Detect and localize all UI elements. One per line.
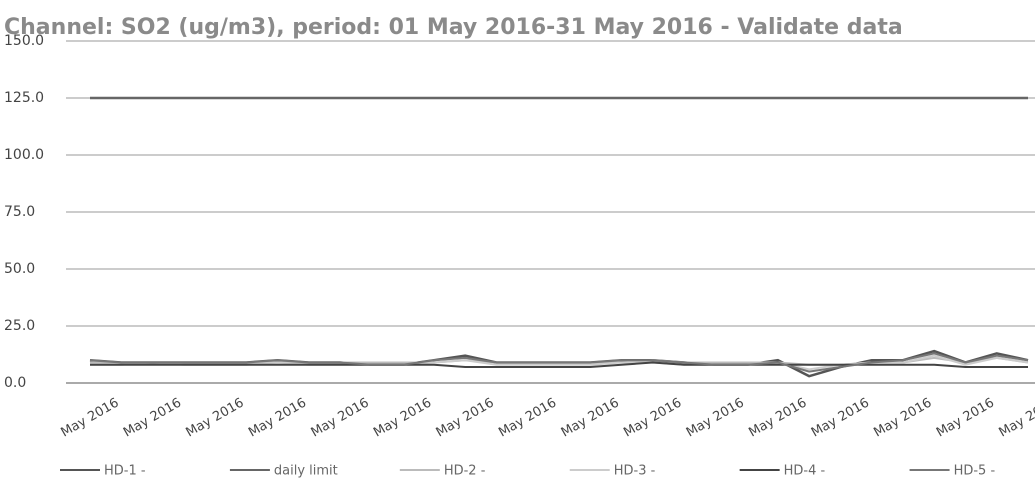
- x-tick-label: May 2016: [621, 395, 684, 440]
- legend-label: HD-4 -: [784, 464, 826, 479]
- y-tick-label: 50.0: [4, 261, 35, 277]
- x-tick-label: May 2016: [434, 395, 497, 440]
- x-tick-label: May 2016: [809, 395, 872, 440]
- x-tick-label: May 2016: [746, 395, 809, 440]
- x-tick-label: May 2016: [121, 395, 184, 440]
- y-tick-label: 0.0: [4, 375, 26, 391]
- legend-label: HD-5 -: [954, 464, 996, 479]
- x-tick-label: May 2016: [184, 395, 247, 440]
- y-tick-label: 75.0: [4, 204, 35, 220]
- legend-label: daily limit: [274, 464, 338, 479]
- x-tick-label: May 2016: [58, 395, 121, 440]
- x-tick-label: May 2016: [371, 395, 434, 440]
- legend-label: HD-2 -: [444, 464, 486, 479]
- line-series: [89, 352, 1029, 373]
- y-tick-label: 25.0: [4, 318, 35, 334]
- legend-label: HD-3 -: [614, 464, 656, 479]
- y-tick-label: 100.0: [4, 147, 44, 163]
- x-tick-label: May 2016: [684, 395, 747, 440]
- line-series: [89, 349, 1029, 378]
- x-tick-label: May 2016: [871, 395, 934, 440]
- y-tick-label: 125.0: [4, 90, 44, 106]
- legend-label: HD-1 -: [104, 464, 146, 479]
- x-tick-label: May 2016: [996, 395, 1035, 440]
- chart-title: Channel: SO2 (ug/m3), period: 01 May 201…: [4, 15, 903, 40]
- x-tick-label: May 2016: [934, 395, 997, 440]
- y-tick-label: 150.0: [4, 33, 44, 49]
- x-tick-label: May 2016: [559, 395, 622, 440]
- x-tick-label: May 2016: [246, 395, 309, 440]
- line-series: [90, 361, 1028, 369]
- x-tick-label: May 2016: [496, 395, 559, 440]
- x-tick-label: May 2016: [309, 395, 372, 440]
